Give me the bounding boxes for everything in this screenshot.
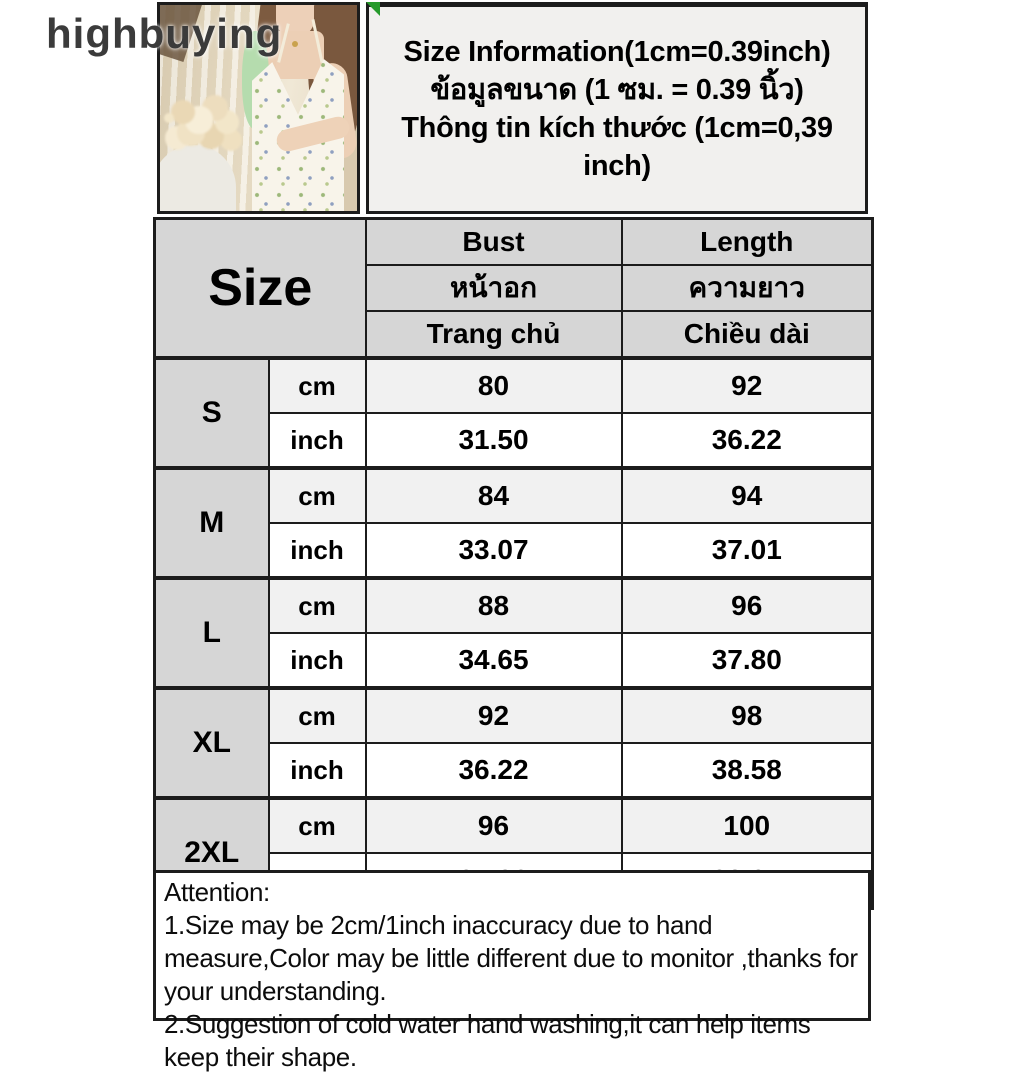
attention-box: Attention: 1.Size may be 2cm/1inch inacc… <box>153 870 871 1072</box>
bust-inch-m: 33.07 <box>364 522 623 580</box>
table-row: 2XL cm 96 100 <box>153 797 874 910</box>
size-header-cell: Size <box>153 217 367 360</box>
unit-cell: cm <box>267 357 367 414</box>
bust-inch-xl: 36.22 <box>364 742 623 800</box>
table-header-row-en: Size Bust Length <box>153 217 874 360</box>
unit-cell: inch <box>267 412 367 470</box>
length-cm-l: 96 <box>620 577 874 634</box>
col-header-length-th: ความยาว <box>620 264 874 312</box>
table-row: S cm 80 92 <box>153 357 874 470</box>
bust-cm-s: 80 <box>364 357 623 414</box>
attention-heading: Attention: <box>164 877 270 907</box>
photo-dried-flowers <box>164 113 174 123</box>
table-row: inch 33.07 37.01 <box>155 522 874 580</box>
unit-cell: cm <box>267 467 367 524</box>
bust-cm-2xl: 96 <box>364 797 623 854</box>
table-row: XL cm 92 98 <box>153 687 874 800</box>
size-label-s: S <box>153 357 270 470</box>
bust-cm-xl: 92 <box>364 687 623 744</box>
size-label-m: M <box>153 467 270 580</box>
unit-cell: cm <box>267 577 367 634</box>
col-header-bust-vi: Trang chủ <box>364 310 623 360</box>
col-header-bust-th: หน้าอก <box>364 264 623 312</box>
bust-cm-m: 84 <box>364 467 623 524</box>
col-header-length-vi: Chiều dài <box>620 310 874 360</box>
length-cm-xl: 98 <box>620 687 874 744</box>
table-row: inch 34.65 37.80 <box>155 632 874 690</box>
table-row: L cm 88 96 <box>153 577 874 690</box>
bust-cm-l: 88 <box>364 577 623 634</box>
photo-necklace <box>292 41 298 47</box>
attention-note-1: 1.Size may be 2cm/1inch inaccuracy due t… <box>164 910 858 1006</box>
size-info-header: Size Information(1cm=0.39inch) ข้อมูลขนา… <box>366 2 868 214</box>
length-inch-xl: 38.58 <box>620 742 874 800</box>
watermark-text: highbuying <box>46 10 283 57</box>
green-corner-triangle-icon <box>366 2 380 16</box>
unit-cell: cm <box>267 797 367 854</box>
unit-cell: inch <box>267 742 367 800</box>
size-info-title-vi: Thông tin kích thước (1cm=0,39 inch) <box>401 112 833 182</box>
bust-inch-l: 34.65 <box>364 632 623 690</box>
size-label-l: L <box>153 577 270 690</box>
size-info-title-en: Size Information(1cm=0.39inch) <box>403 36 831 68</box>
bust-inch-s: 31.50 <box>364 412 623 470</box>
col-header-bust-en: Bust <box>364 217 623 266</box>
unit-cell: inch <box>267 522 367 580</box>
product-photo <box>157 2 360 214</box>
length-cm-2xl: 100 <box>620 797 874 854</box>
size-label-xl: XL <box>153 687 270 800</box>
attention-note-2: 2.Suggestion of cold water hand washing,… <box>164 1009 811 1072</box>
length-cm-m: 94 <box>620 467 874 524</box>
table-row: M cm 84 94 <box>153 467 874 580</box>
table-row: inch 31.50 36.22 <box>155 412 874 470</box>
unit-cell: inch <box>267 632 367 690</box>
size-table: Size Bust Length หน้าอก ความยาว Trang ch… <box>153 217 874 910</box>
table-header-row-vi: Trang chủ Chiều dài <box>155 310 874 360</box>
table-row: inch 36.22 38.58 <box>155 742 874 800</box>
size-info-title-th: ข้อมูลขนาด (1 ซม. = 0.39 นิ้ว) <box>430 74 804 106</box>
unit-cell: cm <box>267 687 367 744</box>
length-inch-l: 37.80 <box>620 632 874 690</box>
length-inch-s: 36.22 <box>620 412 874 470</box>
col-header-length-en: Length <box>620 217 874 266</box>
length-cm-s: 92 <box>620 357 874 414</box>
table-header-row-th: หน้าอก ความยาว <box>155 264 874 312</box>
length-inch-m: 37.01 <box>620 522 874 580</box>
